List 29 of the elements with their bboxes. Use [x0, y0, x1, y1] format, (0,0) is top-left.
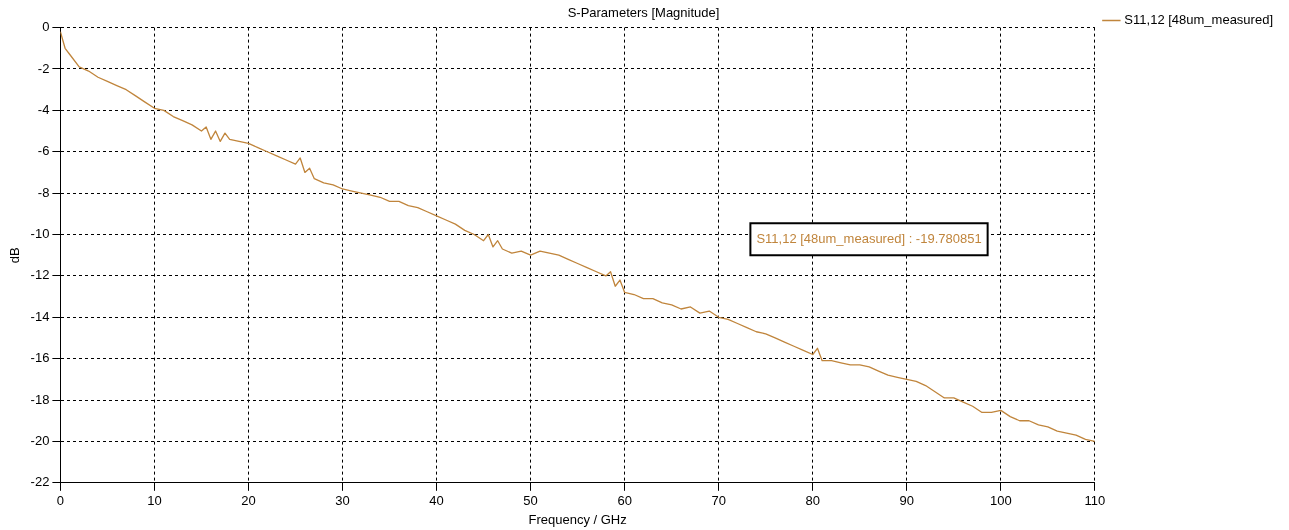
y-tick-label: -20 [30, 433, 50, 448]
legend-label: S11,12 [48um_measured] [1124, 12, 1274, 28]
y-tick-label: -6 [37, 143, 50, 159]
x-tick-label: 60 [617, 493, 632, 509]
x-tick-label: 70 [711, 493, 726, 509]
annotation: S11,12 [48um_measured] : -19.780851 [756, 230, 982, 246]
x-tick-label: 110 [1084, 493, 1106, 509]
chart-title: S-Parameters [Magnitude] [567, 5, 720, 21]
y-tick-label: 0 [42, 19, 50, 35]
y-tick-label: -10 [30, 226, 50, 242]
x-tick-label: 100 [989, 493, 1012, 509]
y-tick-label: -16 [30, 350, 50, 366]
y-tick-label: -22 [30, 474, 50, 490]
x-tick-label: 80 [805, 493, 820, 509]
y-tick-label: -12 [30, 267, 50, 283]
y-tick-label: -14 [30, 308, 50, 324]
x-tick-label: 0 [56, 493, 65, 509]
y-tick-label: -8 [37, 184, 50, 200]
x-tick-label: 90 [899, 493, 915, 509]
y-tick-label: -4 [37, 101, 50, 117]
y-tick-label: -18 [30, 391, 50, 407]
y-tick-label: -2 [37, 60, 50, 76]
y-axis-title: dB [7, 247, 23, 264]
x-tick-label: 40 [429, 493, 444, 509]
x-tick-label: 20 [241, 493, 256, 509]
x-tick-label: 50 [523, 493, 538, 509]
x-axis-title: Frequency / GHz [528, 511, 627, 527]
x-tick-label: 30 [335, 493, 350, 509]
x-tick-label: 10 [147, 493, 162, 509]
